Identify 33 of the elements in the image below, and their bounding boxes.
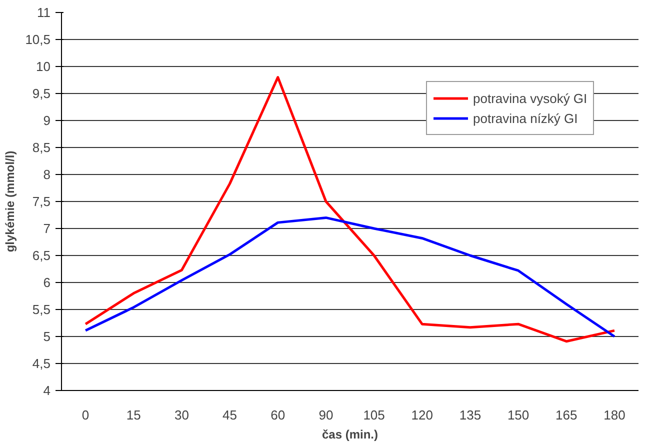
x-tick-label: 45 (222, 408, 238, 422)
y-tick-label: 8,5 (32, 140, 51, 155)
y-tick-label: 7 (43, 221, 51, 236)
y-tick-label: 5,5 (32, 302, 51, 317)
y-tick-label: 6 (43, 275, 51, 290)
legend-label: potravina nízký GI (473, 110, 578, 126)
x-tick-label: 135 (459, 408, 482, 422)
x-tick-label: 150 (507, 408, 530, 422)
line-series (84, 216, 616, 338)
x-axis-title: čas (min.) (322, 428, 378, 442)
legend-label: potravina vysoký GI (473, 90, 588, 106)
y-tick-label: 9,5 (32, 86, 51, 101)
x-tick-label: 30 (174, 408, 189, 422)
y-tick-label: 9 (43, 113, 51, 128)
x-tick-label: 0 (82, 408, 90, 422)
x-tick-label: 120 (411, 408, 433, 422)
x-tick-label: 15 (126, 408, 141, 422)
y-tick-label: 5 (43, 329, 51, 344)
y-tick-label: 10,5 (25, 32, 51, 47)
y-tick-label: 7,5 (32, 194, 51, 209)
x-tick-label: 165 (556, 408, 578, 422)
x-tick-label: 105 (363, 408, 385, 422)
y-tick-label: 4,5 (32, 356, 51, 371)
y-tick-label: 11 (37, 5, 51, 20)
y-tick-label: 6,5 (32, 248, 51, 263)
y-tick-label: 4 (43, 383, 51, 398)
x-tick-label: 90 (318, 408, 334, 422)
y-tick-label: 10 (36, 59, 51, 74)
y-tick-label: 8 (43, 167, 51, 182)
x-tick-label: 180 (604, 408, 626, 422)
y-axis-title: glykémie (mmol/l) (3, 150, 18, 252)
line-series (84, 76, 616, 343)
x-tick-label: 60 (270, 408, 286, 422)
